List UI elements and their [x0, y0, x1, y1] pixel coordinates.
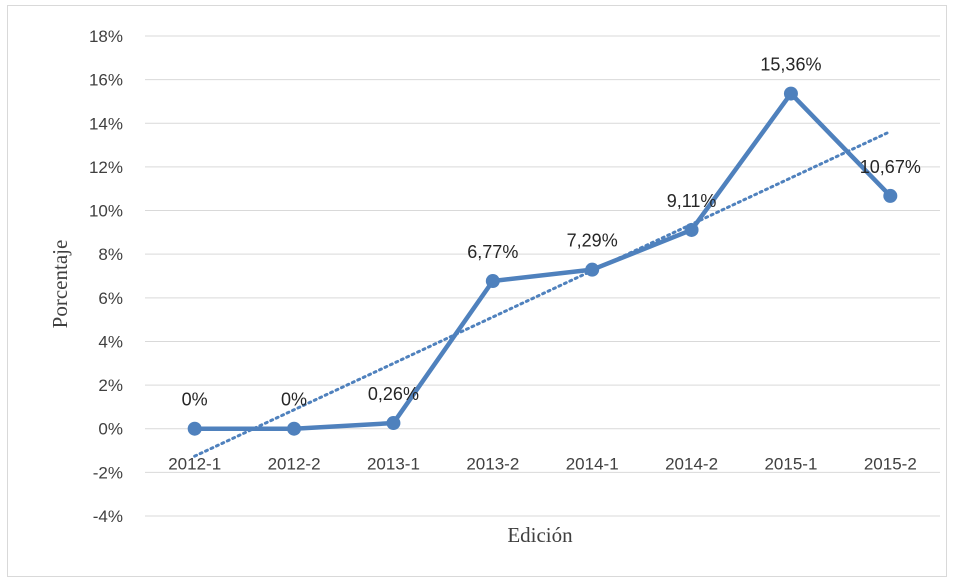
- y-tick-label: -2%: [93, 463, 123, 482]
- data-label: 9,11%: [667, 191, 717, 211]
- x-tick-label: 2013-2: [466, 455, 519, 474]
- data-point: [685, 223, 699, 237]
- y-tick-label: 12%: [89, 158, 123, 177]
- y-tick-labels: -4% -2% 0% 2% 4% 6% 8% 10% 12% 14% 16% 18%: [89, 27, 123, 526]
- data-labels: 0% 0% 0,26% 6,77% 7,29% 9,11% 15,36% 10,67%: [182, 55, 921, 410]
- data-point: [188, 422, 202, 436]
- x-tick-label: 2012-2: [268, 455, 321, 474]
- x-tick-labels: 2012-1 2012-2 2013-1 2013-2 2014-1 2014-2 2015…: [168, 455, 917, 474]
- data-point: [486, 274, 500, 288]
- data-point: [386, 416, 400, 430]
- data-point: [784, 87, 798, 101]
- data-label: 0%: [182, 390, 208, 410]
- y-tick-label: 16%: [89, 71, 123, 90]
- y-tick-label: 6%: [98, 289, 123, 308]
- y-tick-label: 18%: [89, 27, 123, 46]
- data-label: 7,29%: [567, 231, 618, 251]
- data-label: 0,26%: [368, 384, 419, 404]
- y-tick-label: 2%: [98, 376, 123, 395]
- x-tick-label: 2015-1: [764, 455, 817, 474]
- y-tick-label: 4%: [98, 332, 123, 351]
- x-axis-title: Edición: [507, 523, 573, 547]
- y-tick-label: 0%: [98, 420, 123, 439]
- data-label: 10,67%: [860, 157, 921, 177]
- y-tick-label: 8%: [98, 245, 123, 264]
- y-tick-label: -4%: [93, 507, 123, 526]
- y-axis-title: Porcentaje: [48, 240, 72, 329]
- data-label: 6,77%: [467, 242, 518, 262]
- data-point: [585, 263, 599, 277]
- data-point: [287, 422, 301, 436]
- data-point: [883, 189, 897, 203]
- y-tick-label: 10%: [89, 202, 123, 221]
- data-label: 15,36%: [760, 55, 821, 75]
- x-tick-label: 2013-1: [367, 455, 420, 474]
- x-tick-label: 2014-2: [665, 455, 718, 474]
- x-tick-label: 2015-2: [864, 455, 917, 474]
- series-line: [195, 94, 891, 429]
- data-label: 0%: [281, 390, 307, 410]
- series-layer: [188, 87, 898, 436]
- x-tick-label: 2014-1: [566, 455, 619, 474]
- y-tick-label: 14%: [89, 114, 123, 133]
